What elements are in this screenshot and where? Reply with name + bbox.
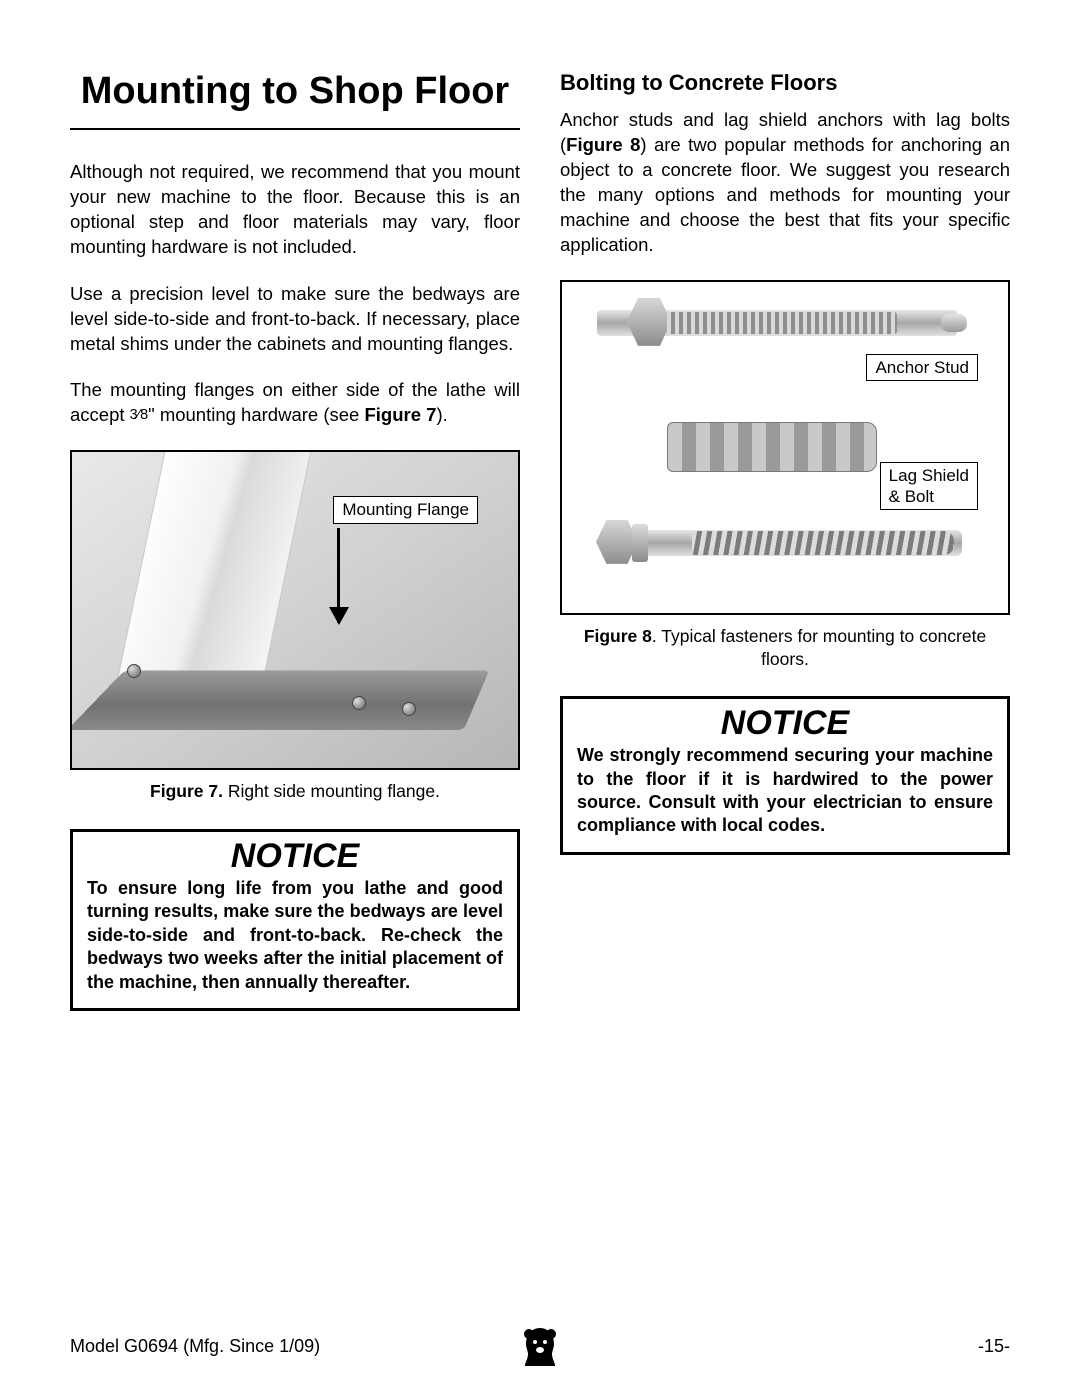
footer-page-number: -15- <box>978 1336 1010 1357</box>
para-concrete-figref: Figure 8 <box>566 134 640 155</box>
right-column: Bolting to Concrete Floors Anchor studs … <box>560 70 1010 1031</box>
subsection-title: Bolting to Concrete Floors <box>560 70 1010 96</box>
footer-model: Model G0694 (Mfg. Since 1/09) <box>70 1336 320 1357</box>
fig8-anchor-tip <box>941 314 967 332</box>
figure-8-caption: Figure 8. Typical fasteners for mounting… <box>560 625 1010 671</box>
fig8-anchor-stud <box>597 310 957 336</box>
fig7-callout-label: Mounting Flange <box>333 496 478 524</box>
notice-box-hardwire: NOTICE We strongly recommend securing yo… <box>560 696 1010 854</box>
two-column-layout: Mounting to Shop Floor Although not requ… <box>70 70 1010 1031</box>
fig8-lag-washer <box>632 524 648 562</box>
fig8-label-lagshield: Lag Shield & Bolt <box>880 462 978 511</box>
notice-box-leveling: NOTICE To ensure long life from you lath… <box>70 829 520 1011</box>
fig7-caption-bold: Figure 7. <box>150 781 223 801</box>
fig8-caption-text: . Typical fasteners for mounting to conc… <box>652 626 986 669</box>
fig7-arrow <box>337 528 340 623</box>
notice-title: NOTICE <box>577 699 993 744</box>
para-intro: Although not required, we recommend that… <box>70 160 520 260</box>
title-rule <box>70 128 520 130</box>
notice-body: To ensure long life from you lathe and g… <box>87 877 503 994</box>
para-concrete: Anchor studs and lag shield anchors with… <box>560 108 1010 258</box>
main-title: Mounting to Shop Floor <box>70 70 520 114</box>
fig8-label-anchor: Anchor Stud <box>866 354 978 381</box>
para-level: Use a precision level to make sure the b… <box>70 282 520 357</box>
fig8-caption-bold: Figure 8 <box>584 626 652 646</box>
fig8-lag-shield <box>667 422 877 472</box>
fig8-lag-bolt <box>602 530 962 556</box>
notice-title: NOTICE <box>87 832 503 877</box>
page-footer: Model G0694 (Mfg. Since 1/09) -15- <box>70 1336 1010 1357</box>
para3-b: " mounting hardware (see <box>148 404 364 425</box>
figure-7-caption: Figure 7. Right side mounting flange. <box>70 780 520 803</box>
para3-fraction: 3⁄8 <box>130 407 148 423</box>
notice-body: We strongly recommend securing your mach… <box>577 744 993 838</box>
fig8-anchor-thread <box>667 312 897 334</box>
left-column: Mounting to Shop Floor Although not requ… <box>70 70 520 1031</box>
fig7-mounting-flange <box>70 671 489 731</box>
figure-8: Anchor Stud Lag Shield & Bolt <box>560 280 1010 615</box>
para-flange: The mounting flanges on either side of t… <box>70 378 520 428</box>
figure-7: Mounting Flange <box>70 450 520 770</box>
para3-c: ). <box>436 404 447 425</box>
fig8-lag-thread <box>692 531 954 555</box>
footer-logo-icon <box>517 1324 563 1370</box>
fig8-anchor-nut <box>627 298 671 346</box>
fig7-caption-text: Right side mounting flange. <box>223 781 440 801</box>
para3-figref: Figure 7 <box>364 404 436 425</box>
